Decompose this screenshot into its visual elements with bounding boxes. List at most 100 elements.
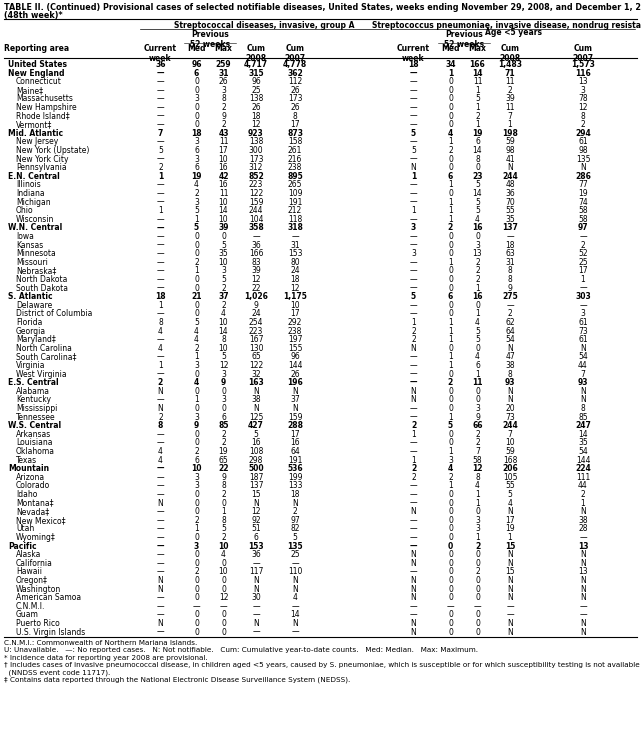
Text: 3: 3	[581, 86, 585, 95]
Text: —: —	[156, 232, 164, 241]
Text: 0: 0	[475, 593, 480, 602]
Text: 8: 8	[508, 266, 512, 275]
Text: 0: 0	[448, 593, 453, 602]
Text: 8: 8	[221, 481, 226, 490]
Text: —: —	[252, 627, 260, 636]
Text: 0: 0	[194, 86, 199, 95]
Text: 4: 4	[158, 326, 163, 336]
Text: 1: 1	[158, 361, 163, 370]
Text: 65: 65	[219, 455, 228, 464]
Text: —: —	[156, 490, 164, 499]
Text: 198: 198	[502, 129, 518, 138]
Text: 298: 298	[249, 455, 263, 464]
Text: 64: 64	[505, 326, 515, 336]
Text: 26: 26	[290, 369, 300, 379]
Text: 73: 73	[505, 412, 515, 421]
Text: 163: 163	[248, 379, 264, 388]
Text: 122: 122	[249, 361, 263, 370]
Text: Oklahoma: Oklahoma	[16, 447, 55, 456]
Text: Puerto Rico: Puerto Rico	[16, 619, 60, 628]
Text: 0: 0	[194, 611, 199, 619]
Text: 4: 4	[194, 336, 199, 344]
Text: 0: 0	[221, 627, 226, 636]
Text: 137: 137	[249, 481, 263, 490]
Text: 0: 0	[221, 611, 226, 619]
Text: 0: 0	[448, 507, 453, 516]
Text: N: N	[411, 550, 417, 559]
Text: —: —	[220, 602, 228, 611]
Text: 2: 2	[475, 275, 480, 284]
Text: —: —	[410, 266, 417, 275]
Text: 3: 3	[194, 198, 199, 207]
Text: 0: 0	[448, 369, 453, 379]
Text: 0: 0	[194, 559, 199, 568]
Text: 1: 1	[448, 412, 453, 421]
Text: —: —	[156, 250, 164, 258]
Text: 10: 10	[219, 318, 228, 327]
Text: 0: 0	[194, 490, 199, 499]
Text: 44: 44	[578, 481, 588, 490]
Text: —: —	[156, 241, 164, 250]
Text: 135: 135	[287, 541, 303, 550]
Text: West Virginia: West Virginia	[16, 369, 67, 379]
Text: 223: 223	[249, 326, 263, 336]
Text: 17: 17	[219, 146, 228, 155]
Text: 118: 118	[288, 215, 302, 224]
Text: 111: 111	[576, 473, 590, 482]
Text: —: —	[252, 232, 260, 241]
Text: 39: 39	[251, 266, 261, 275]
Text: 7: 7	[508, 112, 512, 121]
Text: 12: 12	[219, 593, 228, 602]
Text: —: —	[410, 412, 417, 421]
Text: 55: 55	[505, 481, 515, 490]
Text: N: N	[580, 627, 586, 636]
Text: Cum
2007: Cum 2007	[285, 44, 306, 63]
Text: 3: 3	[475, 241, 480, 250]
Text: Connecticut: Connecticut	[16, 77, 62, 86]
Text: —: —	[156, 395, 164, 404]
Text: 71: 71	[504, 69, 515, 78]
Text: 0: 0	[448, 533, 453, 542]
Text: 1: 1	[448, 336, 453, 344]
Text: 34: 34	[445, 60, 456, 69]
Text: N: N	[580, 584, 586, 593]
Text: 104: 104	[249, 215, 263, 224]
Text: 4: 4	[448, 129, 453, 138]
Text: 11: 11	[472, 379, 483, 388]
Text: 2: 2	[158, 412, 163, 421]
Text: N: N	[411, 507, 417, 516]
Text: —: —	[410, 611, 417, 619]
Text: —: —	[156, 352, 164, 361]
Text: 0: 0	[475, 550, 480, 559]
Text: New England: New England	[8, 69, 65, 78]
Text: 4: 4	[158, 455, 163, 464]
Text: 1: 1	[448, 352, 453, 361]
Text: 1: 1	[508, 120, 512, 129]
Text: 17: 17	[290, 430, 300, 439]
Text: 1: 1	[475, 86, 480, 95]
Text: 8: 8	[158, 421, 163, 431]
Text: 8: 8	[475, 155, 480, 164]
Text: 35: 35	[505, 215, 515, 224]
Text: 2: 2	[448, 379, 453, 388]
Text: Wisconsin: Wisconsin	[16, 215, 54, 224]
Text: 133: 133	[288, 481, 303, 490]
Text: 9: 9	[254, 301, 258, 310]
Text: 13: 13	[578, 568, 588, 576]
Text: 191: 191	[288, 198, 302, 207]
Text: 1: 1	[158, 172, 163, 181]
Text: 4: 4	[194, 180, 199, 189]
Text: —: —	[156, 438, 164, 447]
Text: 37: 37	[290, 395, 300, 404]
Text: 168: 168	[503, 455, 517, 464]
Text: —: —	[506, 301, 514, 310]
Text: Maine‡: Maine‡	[16, 86, 43, 95]
Text: 318: 318	[287, 223, 303, 232]
Text: 2: 2	[411, 336, 416, 344]
Text: 0: 0	[448, 241, 453, 250]
Text: 1: 1	[411, 455, 416, 464]
Text: —: —	[156, 559, 164, 568]
Text: Missouri: Missouri	[16, 258, 48, 267]
Text: 0: 0	[194, 232, 199, 241]
Text: 16: 16	[219, 180, 228, 189]
